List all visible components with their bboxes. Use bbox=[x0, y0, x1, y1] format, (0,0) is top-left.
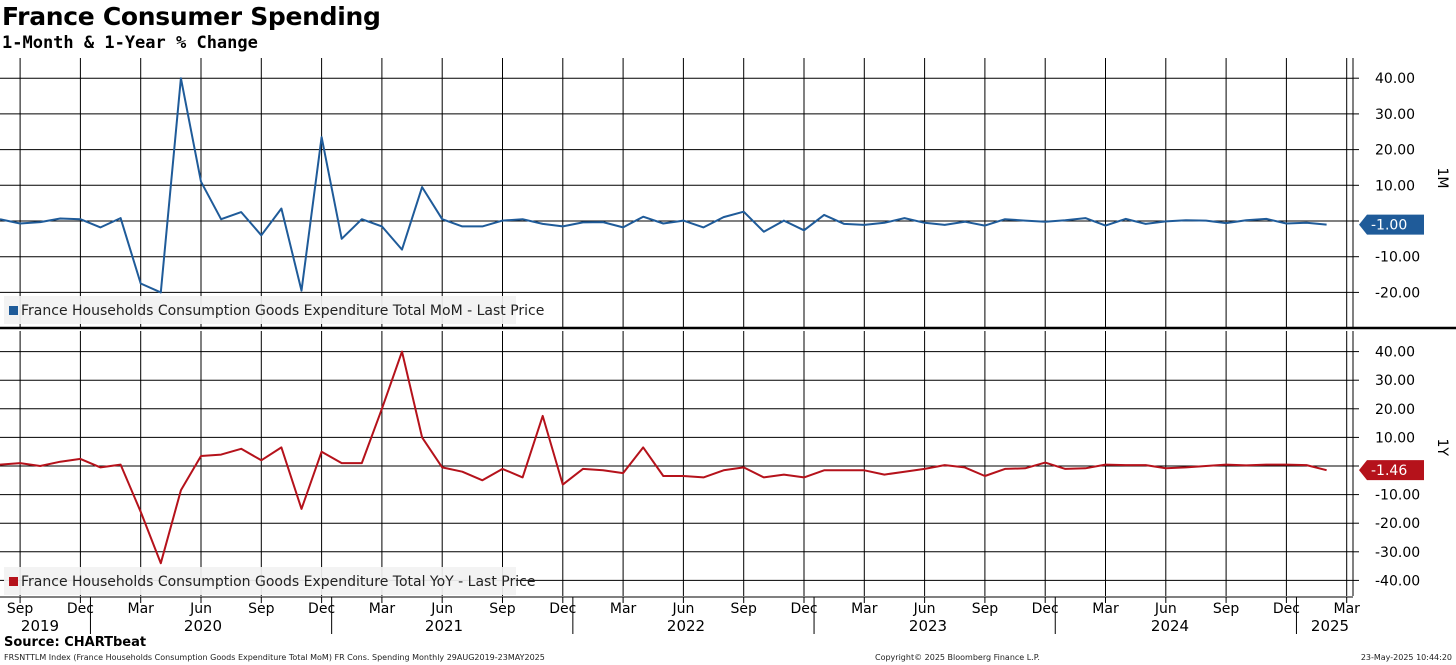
x-tick-label-month: Jun bbox=[189, 601, 212, 617]
x-tick-label-month: Mar bbox=[1092, 601, 1119, 617]
yoy-legend-label: France Households Consumption Goods Expe… bbox=[21, 574, 535, 590]
x-tick-label-month: Jun bbox=[913, 601, 936, 617]
mom-axis-label: 1M bbox=[1434, 168, 1450, 189]
yoy-y-tick-label: 20.00 bbox=[1375, 402, 1415, 418]
x-tick-label-month: Dec bbox=[790, 601, 817, 617]
x-tick-label-month: Sep bbox=[972, 601, 999, 617]
chart-subtitle: 1-Month & 1-Year % Change bbox=[2, 33, 258, 53]
yoy-y-tick-label: 10.00 bbox=[1375, 430, 1415, 446]
yoy-y-tick-label: -10.00 bbox=[1375, 488, 1420, 504]
footer-timestamp: 23-May-2025 10:44:20 bbox=[1360, 653, 1452, 662]
footer-copyright: Copyright© 2025 Bloomberg Finance L.P. bbox=[875, 653, 1040, 662]
mom-last-value-label: -1.00 bbox=[1371, 218, 1407, 234]
x-tick-label-month: Mar bbox=[127, 601, 154, 617]
x-tick-label-month: Mar bbox=[610, 601, 637, 617]
x-year-label: 2021 bbox=[425, 617, 463, 635]
yoy-y-tick-label: -20.00 bbox=[1375, 516, 1420, 532]
yoy-series-line bbox=[0, 350, 1327, 565]
mom-y-tick-label: -10.00 bbox=[1375, 250, 1420, 266]
yoy-last-value-label: -1.46 bbox=[1371, 463, 1407, 479]
x-tick-label-month: Sep bbox=[489, 601, 516, 617]
x-tick-label-month: Dec bbox=[1273, 601, 1300, 617]
yoy-y-tick-label: -30.00 bbox=[1375, 545, 1420, 561]
source-note: Source: CHARTbeat bbox=[4, 635, 147, 650]
x-tick-label-month: Sep bbox=[731, 601, 758, 617]
chart-title: France Consumer Spending bbox=[2, 2, 381, 31]
mom-legend-swatch bbox=[9, 306, 18, 315]
footer-index-text: FRSNTTLM Index (France Households Consum… bbox=[4, 653, 545, 662]
x-year-label: 2020 bbox=[184, 617, 222, 635]
x-tick-label-month: Dec bbox=[67, 601, 94, 617]
x-tick-label-month: Dec bbox=[549, 601, 576, 617]
mom-y-tick-label: -20.00 bbox=[1375, 285, 1420, 301]
x-tick-label-month: Mar bbox=[851, 601, 878, 617]
x-tick-label-month: Jun bbox=[430, 601, 453, 617]
mom-y-tick-label: 30.00 bbox=[1375, 107, 1415, 123]
x-year-label: 2025 bbox=[1311, 617, 1349, 635]
x-tick-label-month: Sep bbox=[7, 601, 34, 617]
x-tick-label-month: Mar bbox=[369, 601, 396, 617]
yoy-y-tick-label: 30.00 bbox=[1375, 373, 1415, 389]
x-year-label: 2022 bbox=[667, 617, 705, 635]
x-year-label: 2023 bbox=[909, 617, 947, 635]
mom-legend-box bbox=[4, 296, 516, 324]
x-tick-label-month: Mar bbox=[1333, 601, 1360, 617]
mom-series-line bbox=[0, 77, 1327, 294]
x-tick-label-month: Jun bbox=[1154, 601, 1177, 617]
mom-y-tick-label: 10.00 bbox=[1375, 178, 1415, 194]
yoy-legend-swatch bbox=[9, 577, 18, 586]
mom-y-tick-label: 20.00 bbox=[1375, 143, 1415, 159]
mom-legend-label: France Households Consumption Goods Expe… bbox=[21, 303, 544, 319]
x-tick-label-month: Jun bbox=[671, 601, 694, 617]
yoy-last-value-tag bbox=[1359, 460, 1424, 481]
x-tick-label-month: Dec bbox=[308, 601, 335, 617]
x-year-label: 2024 bbox=[1151, 617, 1189, 635]
x-year-label: 2019 bbox=[21, 617, 59, 635]
mom-last-value-tag bbox=[1359, 214, 1424, 235]
yoy-y-tick-label: -40.00 bbox=[1375, 573, 1420, 589]
mom-y-tick-label: 40.00 bbox=[1375, 71, 1415, 87]
x-tick-label-month: Dec bbox=[1032, 601, 1059, 617]
x-tick-label-month: Sep bbox=[248, 601, 275, 617]
yoy-axis-label: 1Y bbox=[1434, 439, 1450, 457]
x-tick-label-month: Sep bbox=[1213, 601, 1240, 617]
yoy-legend-box bbox=[4, 567, 516, 595]
yoy-y-tick-label: 40.00 bbox=[1375, 345, 1415, 361]
